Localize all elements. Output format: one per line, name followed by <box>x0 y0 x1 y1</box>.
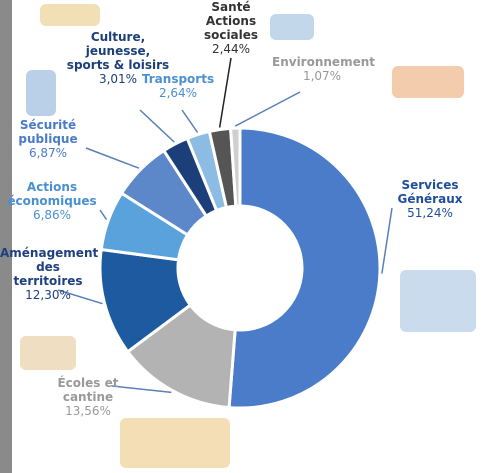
category-name: Santé Actions sociales <box>203 0 259 42</box>
category-name: Écoles et cantine <box>57 376 119 404</box>
value-label: 6,86% <box>32 208 72 222</box>
slice-label: Environnement 1,07% <box>272 55 375 83</box>
category-name: Transports <box>141 72 215 86</box>
slice-label: Sécurité publique 6,87% <box>3 118 93 160</box>
illustration <box>20 336 76 370</box>
leader-line <box>111 385 172 394</box>
slice-label: Services Généraux 51,24% <box>385 178 475 220</box>
leader-line <box>181 109 199 133</box>
slice-label: Aménagement des territoires 12,30% <box>0 246 99 302</box>
leader-line <box>381 207 393 274</box>
leader-line <box>218 57 232 128</box>
category-name: Environnement <box>272 55 375 69</box>
illustration <box>120 418 230 468</box>
value-label: 13,56% <box>65 404 111 418</box>
slice-label: Écoles et cantine 13,56% <box>43 376 133 418</box>
value-label: 3,01% <box>98 72 138 86</box>
leader-line <box>234 91 301 127</box>
value-label: 2,44% <box>211 42 251 56</box>
donut-slice <box>227 126 382 410</box>
illustration <box>392 66 464 98</box>
illustration <box>40 4 100 26</box>
slice-label: Culture, jeunesse, sports & loisirs 3,01% <box>63 30 173 86</box>
value-label: 1,07% <box>302 69 342 83</box>
slice-label: Santé Actions sociales 2,44% <box>191 0 271 56</box>
leader-line <box>57 289 103 305</box>
leader-line <box>139 109 175 143</box>
category-name: Culture, jeunesse, sports & loisirs <box>66 30 170 72</box>
category-name: Services Généraux <box>397 178 463 206</box>
donut-slice <box>228 126 242 208</box>
slice-label: Transports 2,64% <box>138 72 218 100</box>
leader-line <box>99 209 108 221</box>
category-name: Aménagement des territoires <box>0 246 99 288</box>
category-name: Actions économiques <box>7 180 97 208</box>
illustration <box>400 270 476 332</box>
illustration <box>26 70 56 116</box>
illustration <box>270 14 314 40</box>
category-name: Sécurité publique <box>18 118 78 146</box>
side-stripe <box>0 0 12 473</box>
value-label: 51,24% <box>407 206 453 220</box>
leader-line <box>85 147 140 169</box>
slice-label: Actions économiques 6,86% <box>4 180 100 222</box>
value-label: 6,87% <box>28 146 68 160</box>
value-label: 2,64% <box>158 86 198 100</box>
value-label: 12,30% <box>25 288 71 302</box>
